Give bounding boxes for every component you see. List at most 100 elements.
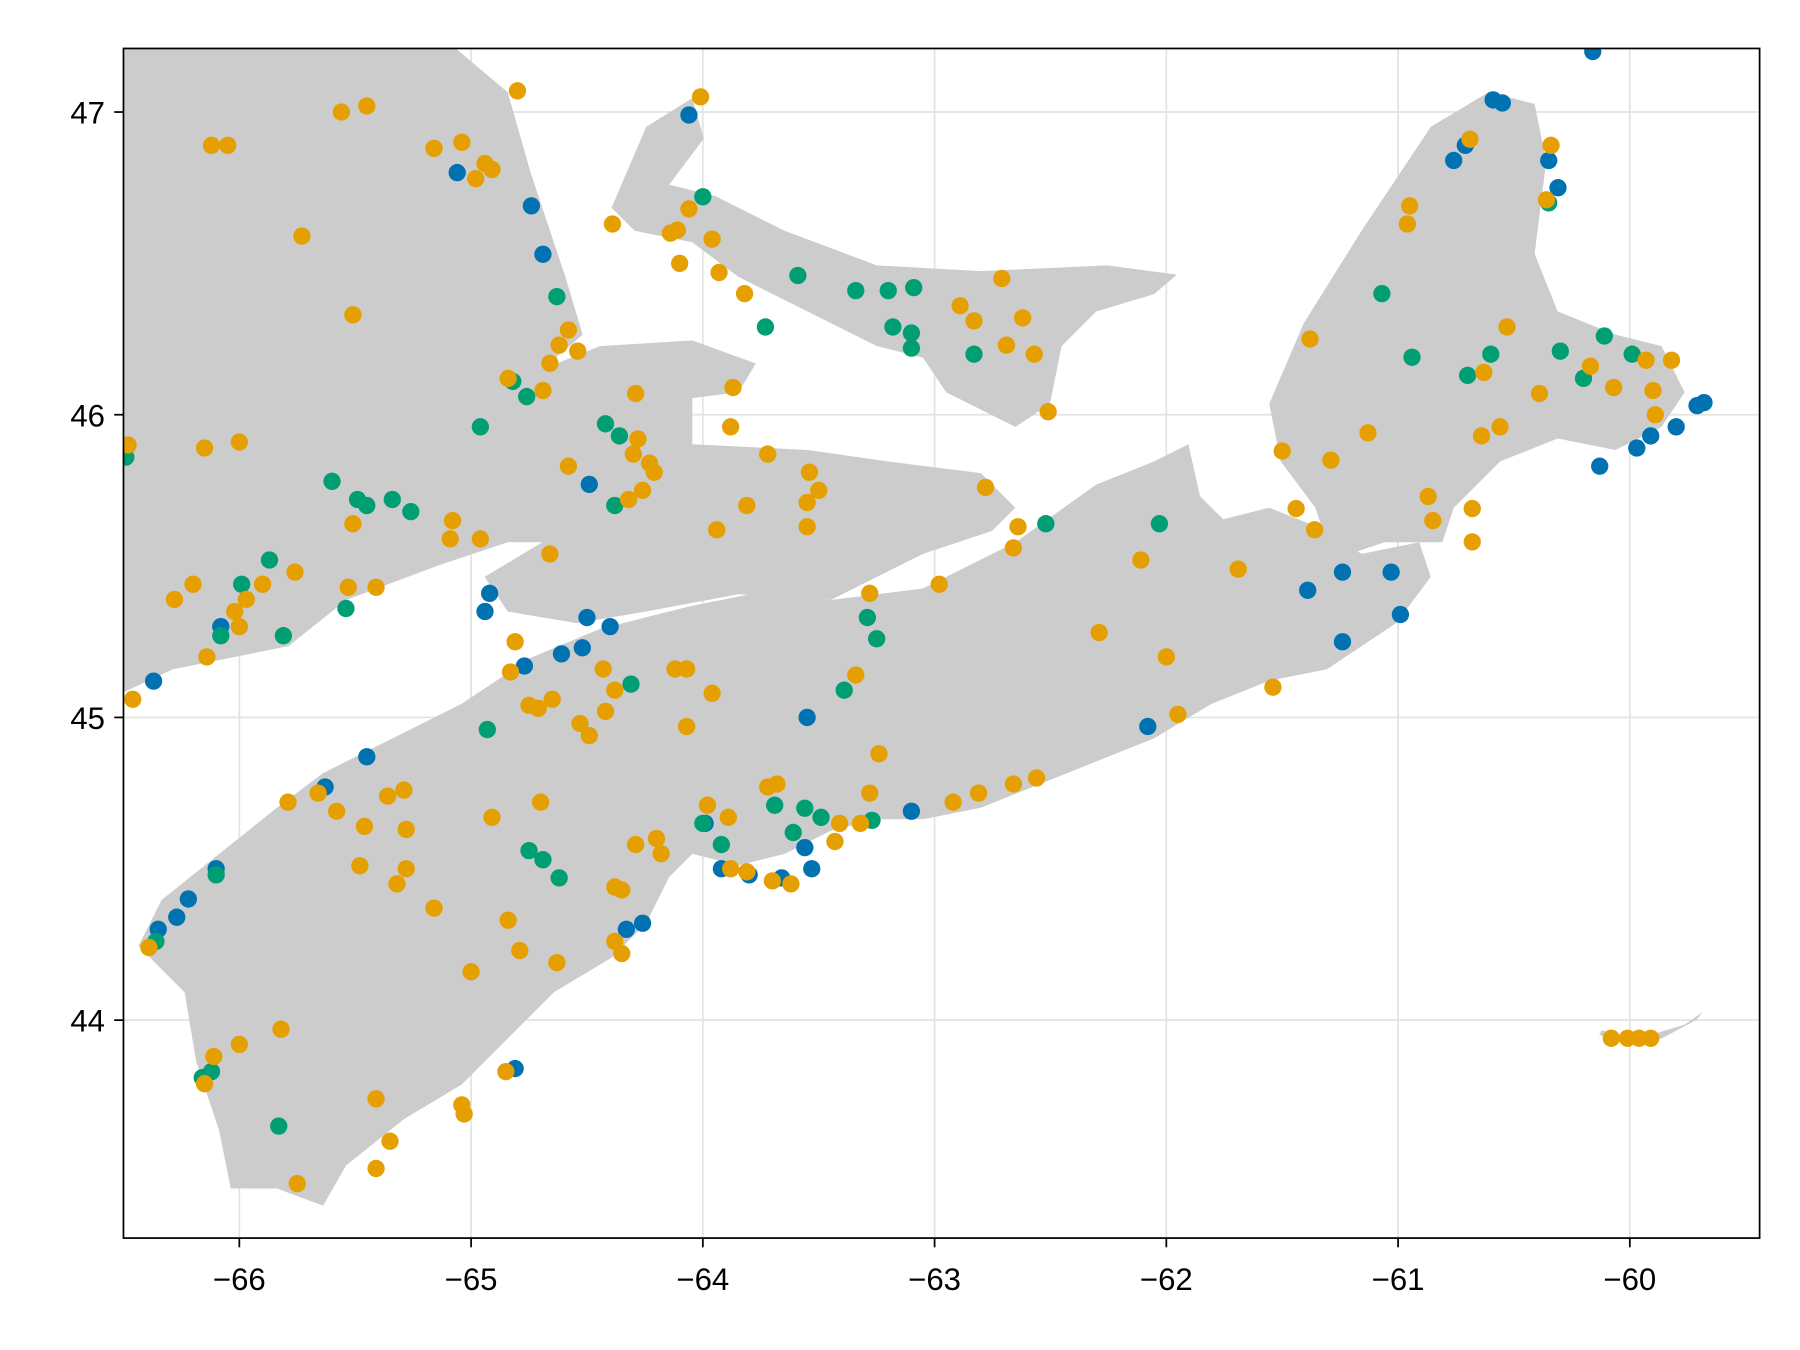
data-point	[548, 288, 566, 306]
ticks: −66 −65 −64 −63 −62 −61 −60 44 45 46 47	[70, 96, 1656, 1297]
data-point	[800, 463, 819, 481]
data-point	[1025, 345, 1043, 363]
data-point	[622, 675, 640, 693]
data-point	[680, 106, 698, 124]
data-point	[344, 306, 362, 324]
data-point	[645, 463, 663, 481]
data-point	[260, 551, 279, 569]
data-point	[596, 415, 615, 433]
data-point	[768, 775, 786, 793]
data-point	[798, 708, 816, 727]
data-point	[647, 829, 666, 848]
data-point	[534, 245, 552, 263]
data-point	[1445, 151, 1463, 170]
data-point	[534, 381, 552, 400]
y-tick-label: 46	[70, 398, 105, 433]
x-tick-label: −64	[676, 1262, 729, 1297]
data-point	[902, 324, 921, 342]
data-point	[1004, 775, 1023, 793]
data-point	[784, 823, 802, 842]
data-point	[323, 472, 341, 490]
data-point	[1542, 136, 1560, 154]
data-point	[735, 284, 754, 303]
data-point	[279, 793, 297, 811]
data-point	[202, 136, 221, 154]
data-point	[703, 230, 721, 248]
data-point	[480, 584, 499, 602]
data-point	[1604, 378, 1623, 397]
data-point	[620, 490, 638, 509]
data-point	[626, 835, 645, 854]
data-point	[601, 617, 619, 636]
data-point	[703, 684, 721, 702]
data-point	[1169, 705, 1187, 724]
data-point	[179, 890, 198, 908]
data-point	[858, 608, 877, 627]
data-point	[1009, 518, 1027, 536]
data-point	[230, 1035, 248, 1054]
data-point	[766, 796, 784, 814]
data-point	[425, 139, 443, 158]
data-point	[518, 387, 536, 406]
data-point	[1463, 499, 1481, 518]
data-point	[861, 584, 879, 602]
data-point	[830, 814, 849, 833]
data-point	[580, 726, 598, 745]
data-point	[763, 872, 782, 890]
data-point	[144, 672, 163, 690]
data-point	[124, 690, 142, 708]
data-point	[847, 666, 865, 684]
data-point	[610, 427, 629, 445]
data-point	[293, 227, 311, 245]
data-point	[448, 163, 466, 182]
data-point	[230, 617, 248, 636]
data-point	[453, 133, 471, 151]
data-point	[195, 439, 214, 457]
data-point	[425, 899, 443, 917]
data-point	[358, 748, 376, 766]
data-point	[835, 681, 853, 699]
data-point	[508, 82, 527, 100]
plot-frame	[122, 47, 1761, 1239]
data-point	[698, 796, 717, 814]
data-point	[165, 590, 184, 609]
data-point	[826, 832, 844, 851]
data-point	[367, 1159, 385, 1178]
data-point	[184, 575, 202, 593]
data-point	[483, 160, 501, 179]
data-point	[1090, 624, 1108, 642]
data-point	[1491, 418, 1509, 436]
data-point	[529, 699, 547, 718]
data-point	[633, 914, 652, 932]
data-point	[606, 681, 624, 699]
data-point	[1461, 130, 1479, 148]
data-point	[1472, 427, 1491, 445]
points	[123, 48, 1713, 1193]
data-point	[358, 496, 376, 515]
data-point	[1475, 363, 1493, 382]
data-point	[677, 660, 696, 678]
data-point	[522, 197, 540, 215]
data-point	[1229, 560, 1247, 578]
data-point	[467, 169, 485, 188]
data-point	[1359, 424, 1377, 442]
y-tick-label: 44	[70, 1004, 105, 1039]
data-point	[1264, 678, 1282, 696]
data-point	[1424, 512, 1442, 530]
new-brunswick	[123, 48, 1016, 693]
data-point	[798, 518, 816, 536]
data-point	[965, 312, 983, 330]
data-point	[286, 563, 304, 581]
data-point	[253, 575, 272, 593]
data-point	[976, 478, 995, 497]
data-point	[471, 418, 490, 436]
data-point	[721, 418, 740, 436]
data-point	[969, 784, 988, 802]
data-point	[358, 97, 376, 115]
data-point	[1667, 418, 1685, 436]
data-point	[230, 433, 248, 451]
data-point	[1646, 406, 1664, 424]
data-point	[1642, 1029, 1660, 1047]
data-point	[1013, 309, 1032, 327]
data-point	[520, 841, 538, 860]
